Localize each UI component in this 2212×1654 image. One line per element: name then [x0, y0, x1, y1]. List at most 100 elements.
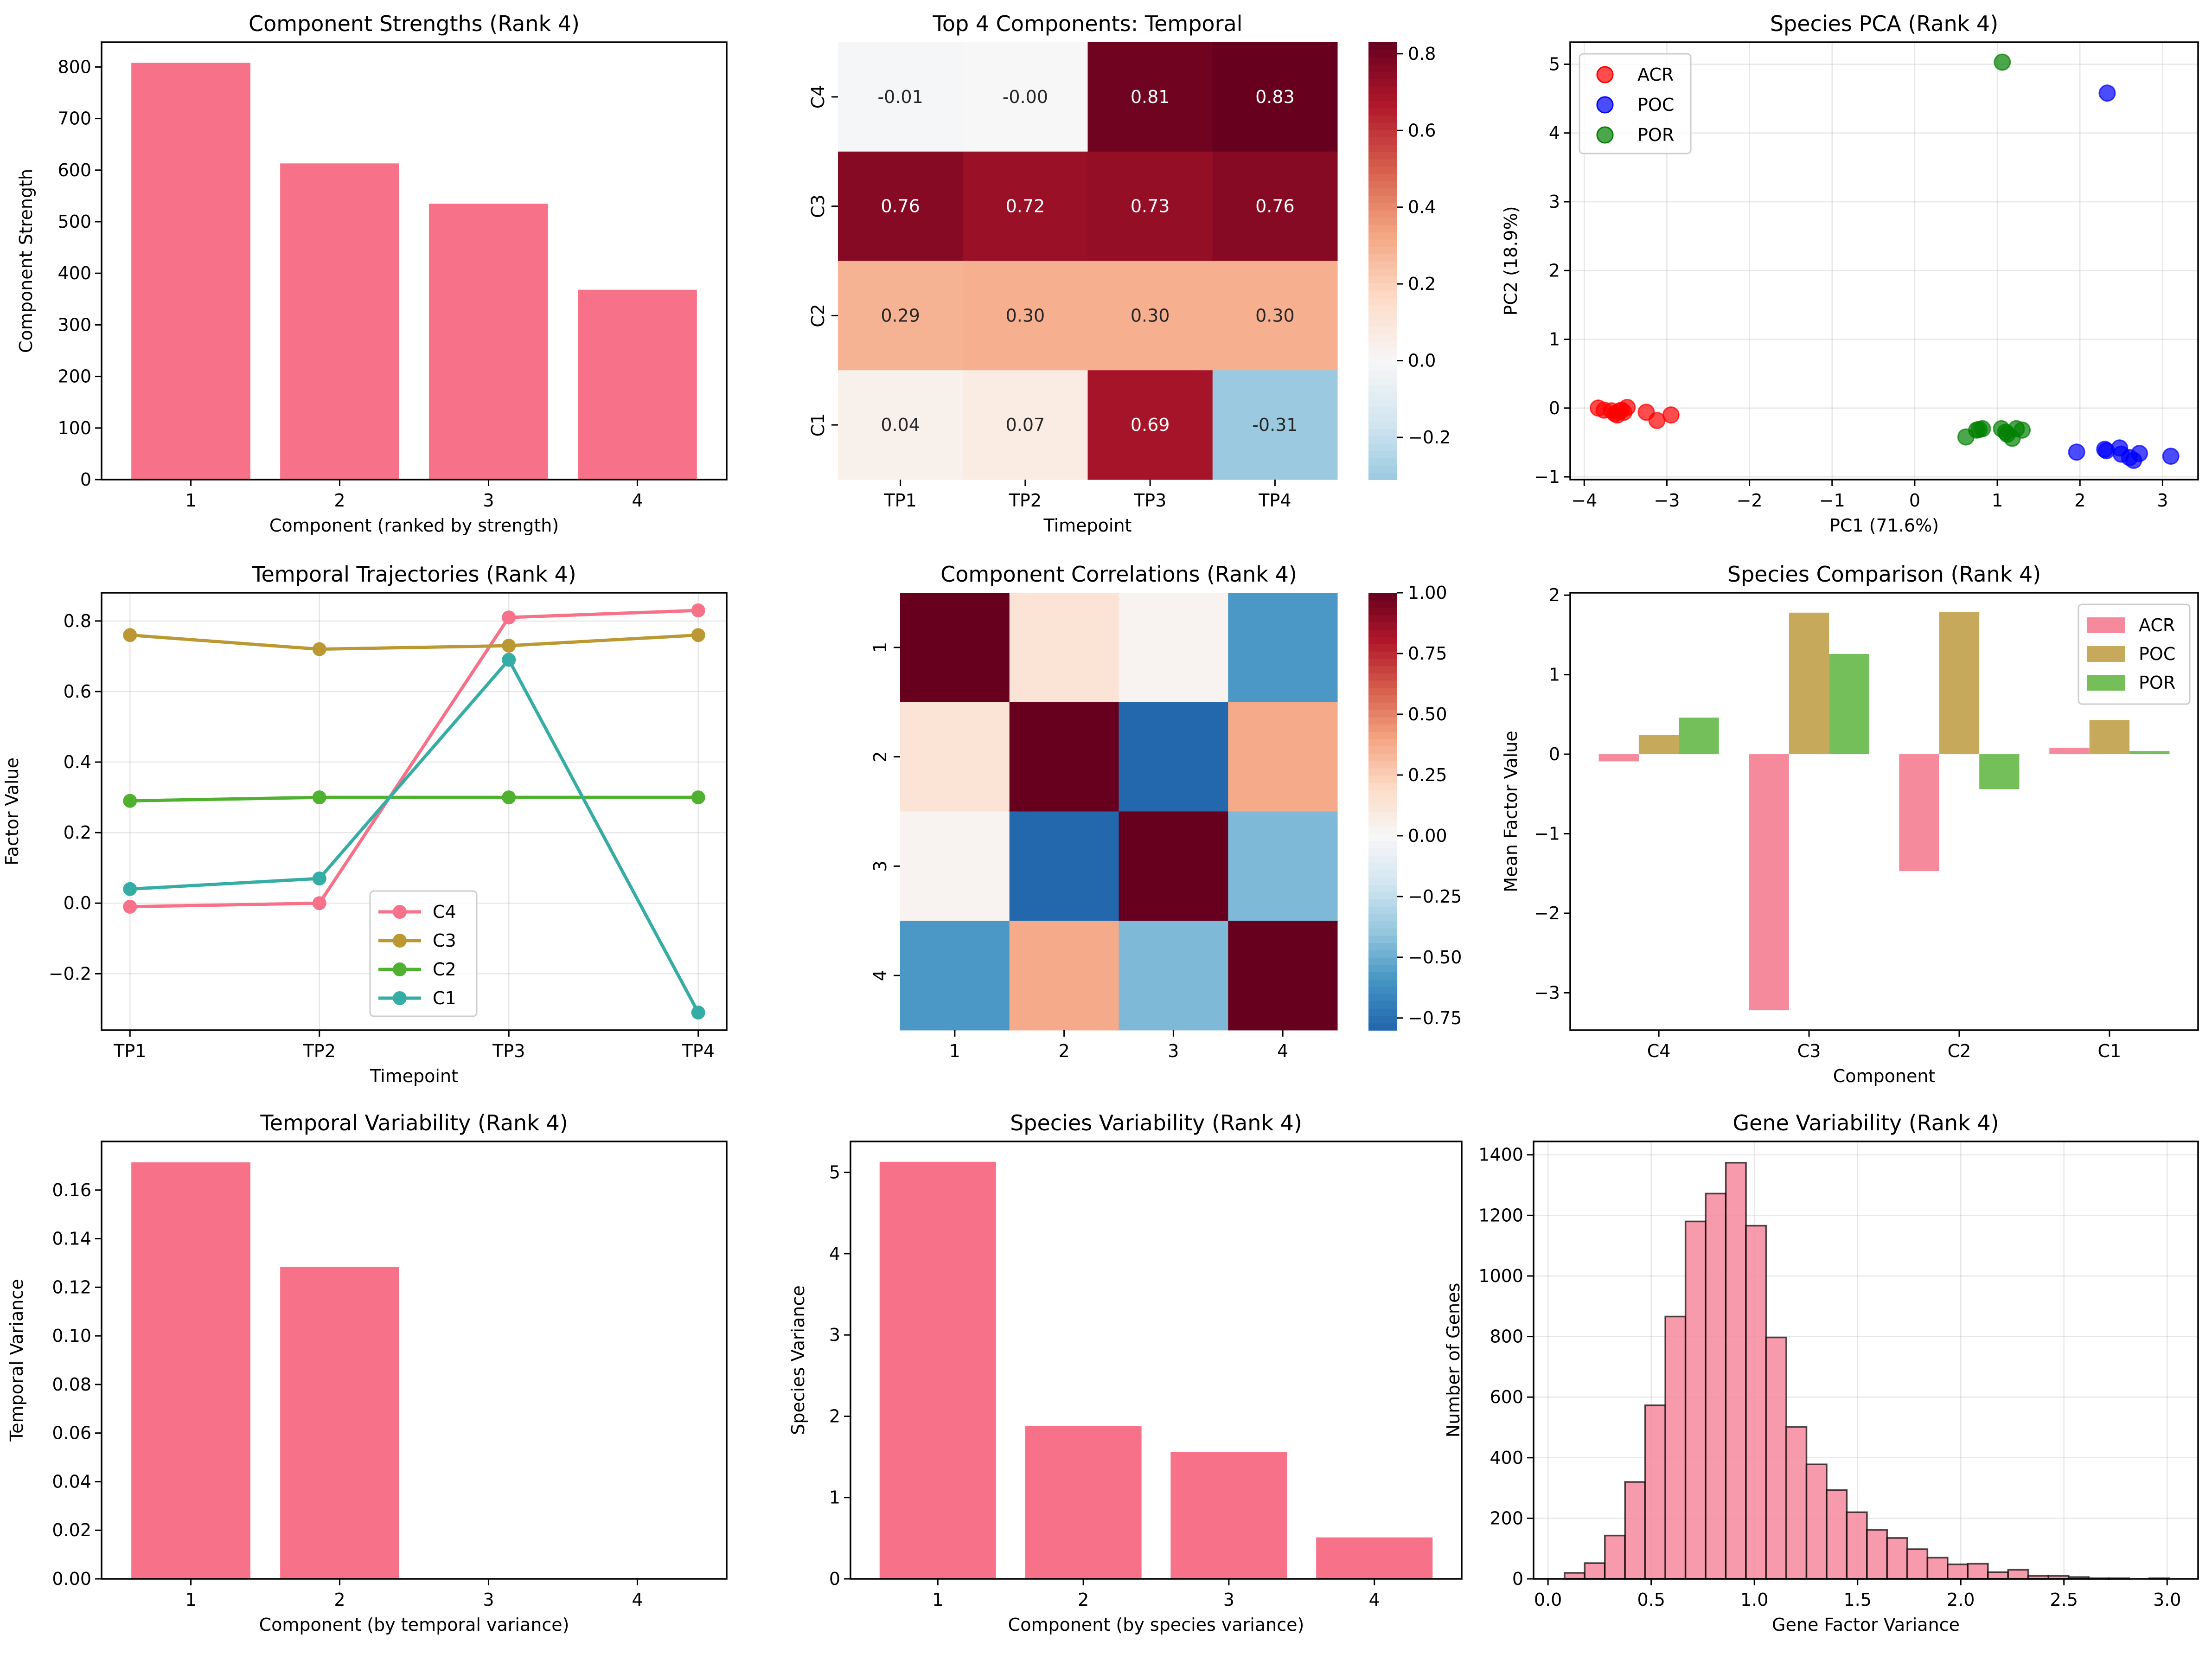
axes-frame — [1569, 41, 2199, 481]
x-tick-label: 1.5 — [1843, 1590, 1871, 1610]
colorbar-tick-label: −0.50 — [1408, 947, 1462, 968]
histogram-bin — [1584, 1562, 1606, 1580]
colorbar-segment — [1368, 687, 1397, 696]
x-tick-label: −1 — [1819, 490, 1845, 511]
x-tick-label: 2 — [1078, 1590, 1089, 1610]
heatmap-cell-label: 0.69 — [1131, 415, 1170, 435]
panel-species-pca: Species PCA (Rank 4) −1 0 1 2 3 4 5 −4 −3 −2 −1 0 1 2 3… — [1501, 11, 2199, 536]
colorbar-segment — [1368, 406, 1397, 415]
y-tick-label: 5 — [829, 1162, 840, 1183]
y-tick-label: 0 — [80, 469, 91, 490]
colorbar-segment — [1368, 231, 1397, 240]
colorbar-segment — [1368, 651, 1397, 659]
series-point-c1 — [123, 882, 137, 896]
colorbar-segment — [1368, 261, 1397, 269]
heatmap-cell — [1228, 921, 1338, 1031]
y-tick-label: 0.06 — [52, 1423, 91, 1443]
y-tick-label: 2 — [1549, 585, 1560, 605]
x-tick-label: 0.0 — [1534, 1590, 1562, 1610]
colorbar-tick-label: 0.4 — [1408, 197, 1436, 218]
y-tick-label: 0.6 — [64, 681, 91, 702]
heatmap-cell — [1087, 42, 1213, 152]
colorbar-segment — [1368, 268, 1397, 276]
y-tick-label: 400 — [1490, 1448, 1523, 1468]
legend-label: C4 — [433, 902, 456, 922]
colorbar-segment — [1368, 188, 1397, 196]
x-tick-label: C4 — [1647, 1041, 1671, 1061]
series-point-c1 — [691, 1005, 705, 1019]
colorbar-segment — [1368, 64, 1397, 72]
y-axis-label: Species Variance — [788, 1285, 808, 1435]
colorbar-segment — [1368, 49, 1397, 58]
heatmap-cell — [838, 261, 963, 371]
colorbar-segment — [1368, 695, 1397, 703]
series-point-c2 — [123, 794, 137, 808]
colorbar-segment — [1368, 472, 1397, 480]
x-tick-label: −4 — [1571, 490, 1597, 511]
axes-frame — [101, 41, 728, 481]
heatmap-cell — [1212, 151, 1338, 261]
colorbar-segment — [1368, 137, 1397, 145]
x-axis-label: Timepoint — [370, 1066, 458, 1086]
histogram-bin — [1765, 1336, 1787, 1580]
x-tick-label: 1 — [1992, 490, 2003, 511]
colorbar-segment — [1368, 246, 1397, 254]
y-tick-label: 200 — [1490, 1508, 1523, 1528]
histogram-bin — [1564, 1572, 1585, 1580]
histogram-bin — [1644, 1404, 1666, 1580]
colorbar-segment — [1368, 680, 1397, 688]
y-tick-label: 0 — [1549, 398, 1560, 418]
colorbar-segment — [1368, 93, 1397, 101]
histogram-bin — [1967, 1563, 1989, 1580]
colorbar-segment — [1368, 1023, 1397, 1031]
heatmap-cell — [1228, 702, 1338, 812]
x-tick-label: −2 — [1737, 490, 1763, 511]
y-tick-label: 1 — [870, 642, 890, 653]
colorbar-segment — [1368, 702, 1397, 710]
heatmap-cell-label: 0.76 — [1255, 196, 1295, 217]
colorbar-segment — [1368, 789, 1397, 798]
colorbar-segment — [1368, 210, 1397, 218]
colorbar-segment — [1368, 399, 1397, 407]
bar — [131, 1162, 250, 1579]
colorbar-segment — [1368, 615, 1397, 622]
colorbar-tick-label: −0.75 — [1408, 1008, 1462, 1028]
bar-por — [1679, 718, 1719, 755]
colorbar-segment — [1368, 644, 1397, 652]
panel-temporal-variability: Temporal Variability (Rank 4) 0.00 0.02 0.0… — [6, 1110, 728, 1635]
legend-label: POR — [1637, 125, 1674, 145]
colorbar-tick-label: 0.6 — [1408, 120, 1436, 141]
y-tick-label: 0.10 — [52, 1326, 91, 1346]
axes-frame — [850, 1141, 1463, 1580]
heatmap-cell-label: 0.81 — [1131, 87, 1170, 107]
series-point-c2 — [502, 790, 516, 805]
heatmap-cell — [1119, 811, 1228, 921]
chart-title: Species Comparison (Rank 4) — [1727, 562, 2041, 587]
y-tick-label: 600 — [1490, 1387, 1523, 1407]
colorbar-tick-label: −0.25 — [1408, 886, 1462, 907]
colorbar-segment — [1368, 319, 1397, 327]
series-line-c3 — [130, 633, 698, 651]
colorbar-segment — [1368, 78, 1397, 87]
colorbar-segment — [1368, 913, 1397, 922]
colorbar-tick-label: −0.2 — [1408, 427, 1451, 448]
colorbar-segment — [1368, 173, 1397, 181]
axes-frame — [101, 592, 728, 1031]
bar — [1170, 1452, 1287, 1579]
heatmap-cell — [963, 42, 1088, 152]
y-tick-label: 4 — [870, 970, 890, 981]
bar-por — [2129, 751, 2170, 755]
colorbar-segment — [1368, 363, 1397, 371]
colorbar-segment — [1368, 731, 1397, 739]
series-point-c2 — [312, 790, 326, 805]
colorbar-segment — [1368, 129, 1397, 138]
heatmap-cell — [1009, 921, 1119, 1031]
x-tick-label: 3 — [483, 490, 494, 511]
y-tick-label: 0.16 — [52, 1180, 91, 1200]
colorbar-segment — [1368, 253, 1397, 262]
x-tick-label: 3 — [2157, 490, 2168, 511]
colorbar-segment — [1368, 166, 1397, 174]
colorbar-segment — [1368, 428, 1397, 436]
panel-temporal-heatmap: Top 4 Components: Temporal -0.01 -0.00 0.81… — [808, 11, 1451, 536]
colorbar-segment — [1368, 942, 1397, 951]
